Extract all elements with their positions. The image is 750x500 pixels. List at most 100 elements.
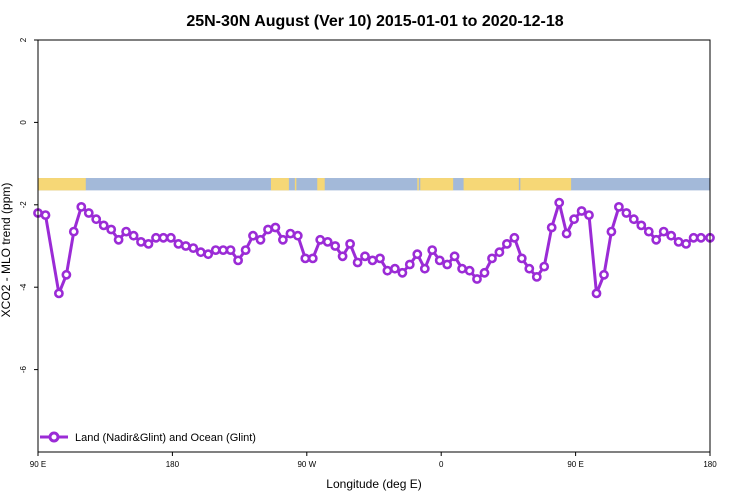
data-point [651, 234, 662, 245]
data-point [322, 236, 333, 247]
data-point [98, 220, 109, 231]
data-point [427, 245, 438, 255]
data-point [442, 259, 453, 270]
data-point [203, 249, 214, 260]
ocean-band [38, 178, 710, 191]
data-point [389, 263, 400, 274]
chart-title: 25N-30N August (Ver 10) 2015-01-01 to 20… [186, 13, 563, 30]
x-tick-label: 90 E [30, 460, 46, 469]
data-point [158, 232, 169, 243]
data-point [337, 251, 348, 262]
data-point [277, 234, 288, 245]
data-point [449, 251, 460, 262]
data-point [516, 253, 527, 264]
data-point [270, 222, 281, 233]
data-point [464, 265, 475, 276]
x-tick-label: 180 [166, 460, 180, 469]
data-point [397, 267, 408, 278]
data-point [68, 226, 79, 237]
data-point [614, 201, 624, 212]
data-point [681, 238, 691, 249]
data-point [195, 247, 206, 258]
data-point [180, 241, 191, 251]
data-point [561, 228, 572, 239]
land-segment [463, 178, 519, 191]
data-point [240, 245, 251, 255]
y-tick-label: -2 [19, 201, 28, 209]
land-segment [317, 178, 325, 191]
y-axis-label: XCO2 - MLO trend (ppm) [0, 183, 13, 318]
data-point [143, 238, 154, 249]
data-point [576, 206, 587, 216]
data-point [360, 251, 370, 262]
y-tick-label: 0 [19, 120, 28, 125]
series-points-layer [33, 197, 715, 299]
series-line [37, 201, 710, 295]
data-point [494, 247, 505, 258]
y-tick-label: -6 [19, 365, 28, 373]
data-point [40, 210, 51, 220]
data-point [539, 261, 550, 272]
data-point [643, 226, 654, 237]
data-point [673, 236, 684, 247]
plot-frame [37, 39, 711, 453]
land-segment [270, 178, 289, 191]
data-point [412, 249, 423, 260]
data-point [121, 226, 131, 237]
data-point [509, 232, 520, 243]
data-point [524, 263, 535, 274]
data-point [136, 236, 146, 247]
data-point [584, 210, 594, 220]
land-segment [420, 178, 454, 191]
land-segment [38, 178, 86, 191]
data-point [404, 259, 415, 270]
data-point [233, 255, 243, 266]
data-point [352, 257, 363, 268]
series-line-layer [37, 201, 710, 295]
data-point [487, 253, 497, 264]
data-point [546, 222, 557, 233]
data-point [263, 224, 273, 235]
data-point [472, 274, 482, 284]
data-point [76, 201, 87, 212]
data-point [531, 271, 542, 282]
y-axis: 2 0 -2 -4 -6 [19, 37, 38, 373]
data-point [382, 265, 393, 276]
data-point [128, 230, 139, 241]
x-tick-label: 90 W [297, 460, 316, 469]
data-point [636, 220, 647, 231]
x-tick-label: 0 [439, 460, 444, 469]
data-point [479, 267, 490, 278]
land-segment [417, 178, 419, 191]
data-point [628, 214, 639, 225]
data-point [106, 224, 117, 235]
data-point [375, 253, 385, 264]
data-point [621, 208, 632, 218]
data-point [599, 269, 609, 280]
data-point [113, 234, 124, 245]
legend-marker-swatch [48, 431, 60, 443]
data-point [367, 255, 378, 266]
data-point [255, 234, 266, 245]
land-segment [294, 178, 297, 191]
data-point [248, 230, 258, 241]
x-tick-label: 90 E [567, 460, 583, 469]
data-point [591, 288, 602, 299]
data-point [345, 238, 355, 249]
x-axis: 90 E 180 90 W 0 90 E 180 [30, 452, 717, 469]
data-point [434, 255, 445, 266]
data-point [606, 226, 617, 237]
y-tick-label: -4 [19, 283, 28, 291]
data-point [225, 245, 236, 255]
y-tick-label: 2 [19, 37, 28, 42]
data-point [188, 243, 199, 253]
data-point [210, 245, 221, 255]
data-point [554, 197, 565, 208]
data-point [696, 232, 706, 243]
x-axis-label: Longitude (deg E) [326, 477, 421, 491]
data-point [91, 214, 102, 225]
data-point [666, 230, 677, 241]
data-point [330, 241, 341, 251]
data-point [315, 234, 326, 245]
